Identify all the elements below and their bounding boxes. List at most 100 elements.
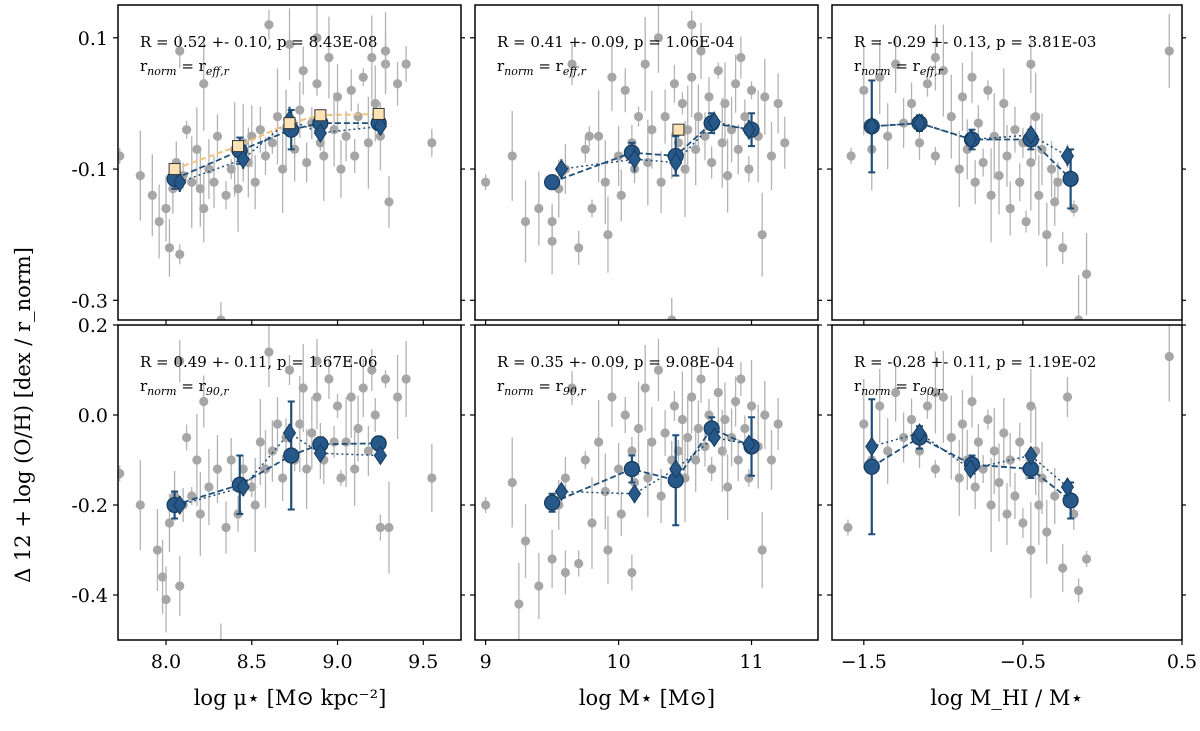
data-point [226,159,236,180]
point-marker [594,131,604,141]
point-marker [1018,518,1028,528]
data-point [970,160,980,205]
data-point [384,481,394,574]
point-marker [859,419,869,429]
plot-area [481,339,783,640]
data-point [696,355,706,403]
panel-frame [117,4,462,321]
data-point [704,76,714,117]
data-point [427,128,437,157]
point-marker [278,473,288,483]
point-marker [669,401,680,411]
series-marker [314,109,327,122]
data-point [216,302,226,320]
point-marker [906,98,917,109]
point-marker [363,138,373,148]
x-tick-label: 0.5 [1167,651,1197,673]
point-marker [507,477,517,488]
point-marker [707,464,717,474]
point-marker [740,423,750,434]
data-point [1021,210,1031,233]
point-marker [846,151,856,161]
data-point [633,381,644,476]
data-point [938,351,948,443]
point-marker [693,423,703,434]
point-marker [627,446,637,456]
data-point [118,147,125,164]
series-marker [283,447,300,464]
data-point [587,199,597,218]
data-point [1081,233,1092,316]
data-point [370,398,380,432]
point-marker [620,410,630,420]
data-point [859,379,869,469]
data-point [930,460,941,478]
point-marker [906,414,917,425]
point-marker [843,522,853,533]
data-point [264,9,274,40]
point-marker [216,315,226,320]
point-marker [883,446,893,456]
data-point [1026,35,1036,94]
data-point [691,428,701,492]
stats-annotation: R = 0.41 +- 0.09, p = 1.06E-04 [497,33,734,51]
point-marker [733,144,743,154]
series-marker [372,107,385,120]
point-marker [341,437,351,447]
x-tick-label: 10 [606,651,630,673]
point-marker [135,500,145,510]
point-marker [164,243,175,253]
point-marker [1042,527,1052,537]
point-marker [182,125,192,135]
data-point [199,375,209,428]
point-marker [667,315,677,320]
point-marker [1058,243,1068,253]
point-marker [380,46,391,56]
data-point [187,136,197,229]
series-marker [1060,146,1075,166]
data-point [883,103,893,170]
point-marker [687,72,697,82]
point-marker [341,131,351,141]
data-point [957,390,968,458]
data-point [843,519,853,536]
data-point [760,381,770,449]
point-marker [358,383,368,393]
data-point [633,106,644,127]
panel-frame [474,4,819,321]
series-marker [554,159,569,179]
point-marker [707,157,717,168]
data-point [613,443,624,495]
series-marker [669,152,683,173]
point-marker [481,177,491,187]
data-point [696,22,706,79]
data-point [353,103,363,130]
point-marker [973,437,983,447]
series-marker [1062,492,1079,509]
rnorm-label: rnorm = r90,r [854,377,943,398]
point-marker [336,473,346,483]
point-marker [401,59,411,69]
point-marker [620,85,630,95]
point-marker [1031,111,1041,122]
point-marker [766,455,777,465]
data-point [986,148,996,243]
rnorm-label: rnorm = reff,r [140,57,230,78]
point-marker [640,59,650,69]
point-marker [295,419,305,429]
point-marker [401,374,411,384]
data-point [898,98,909,149]
data-point [135,130,145,221]
data-point [380,370,391,388]
point-marker [757,230,767,240]
x-axis-label: log μ⋆ [M⊙ kpc⁻²] [194,686,387,710]
point-marker [584,131,594,141]
point-marker [226,164,236,174]
data-point [247,477,257,497]
data-point [669,64,680,103]
point-marker [547,554,557,564]
point-marker [209,177,219,187]
point-marker [312,356,322,366]
point-marker [691,455,701,465]
point-marker [967,72,977,82]
